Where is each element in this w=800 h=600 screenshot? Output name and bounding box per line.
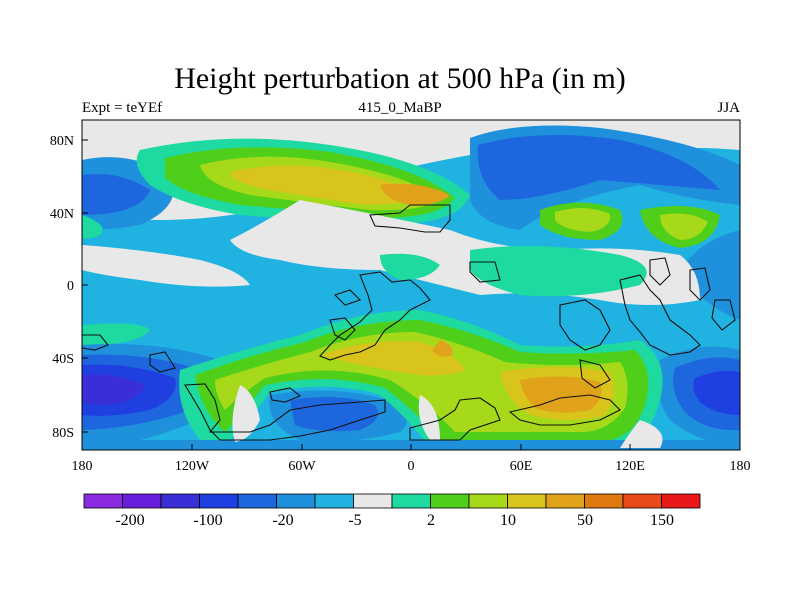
colorbar-swatch bbox=[276, 493, 316, 509]
colorbar-swatch bbox=[314, 493, 354, 509]
y-tick-labels: 80N 40N 0 40S 80S bbox=[50, 134, 74, 441]
colorbar-swatch bbox=[122, 493, 162, 509]
period-label: 415_0_MaBP bbox=[358, 100, 442, 116]
plot-title: Height perturbation at 500 hPa (in m) bbox=[174, 62, 626, 95]
y-tick-label: 80S bbox=[52, 426, 74, 441]
colorbar-swatch bbox=[661, 493, 701, 509]
coastline-outlines bbox=[82, 204, 736, 441]
colorbar-swatch bbox=[199, 493, 239, 509]
season-label: JJA bbox=[717, 100, 740, 116]
y-tick-label: 40S bbox=[52, 352, 74, 367]
y-tick-label: 80N bbox=[50, 134, 74, 149]
colorbar-swatch bbox=[237, 493, 277, 509]
colorbar-label: 10 bbox=[500, 512, 516, 529]
x-tick-label: 120E bbox=[615, 459, 645, 474]
colorbar-label: -20 bbox=[272, 512, 293, 529]
x-tick-label: 0 bbox=[408, 459, 415, 474]
y-tick-label: 0 bbox=[67, 279, 74, 294]
x-tick-label: 60W bbox=[288, 459, 316, 474]
colorbar-swatch bbox=[353, 493, 393, 509]
y-tick-label: 40N bbox=[50, 207, 74, 222]
colorbar-swatch bbox=[545, 493, 585, 509]
x-tick-label: 120W bbox=[175, 459, 210, 474]
colorbar-swatch bbox=[391, 493, 431, 509]
colorbar-swatch bbox=[584, 493, 624, 509]
colorbar bbox=[83, 493, 701, 509]
x-tick-label: 180 bbox=[72, 459, 93, 474]
colorbar-swatch bbox=[468, 493, 508, 509]
colorbar-label: 50 bbox=[577, 512, 593, 529]
colorbar-swatch bbox=[83, 493, 123, 509]
x-tick-label: 60E bbox=[510, 459, 533, 474]
x-tick-labels: 180 120W 60W 0 60E 120E 180 bbox=[72, 459, 751, 474]
experiment-label: Expt = teYEf bbox=[82, 100, 163, 116]
colorbar-label: -200 bbox=[115, 512, 144, 529]
colorbar-label: -5 bbox=[348, 512, 361, 529]
contour-field bbox=[82, 120, 740, 450]
colorbar-label: 150 bbox=[650, 512, 674, 529]
colorbar-swatch bbox=[507, 493, 547, 509]
colorbar-label: -100 bbox=[193, 512, 222, 529]
colorbar-labels: -200 -100 -20 -5 2 10 50 150 bbox=[115, 512, 674, 529]
colorbar-swatch bbox=[160, 493, 200, 509]
colorbar-label: 2 bbox=[427, 512, 435, 529]
x-tick-label: 180 bbox=[730, 459, 751, 474]
axis-ticks bbox=[81, 139, 741, 450]
colorbar-swatch bbox=[622, 493, 662, 509]
colorbar-swatch bbox=[430, 493, 470, 509]
